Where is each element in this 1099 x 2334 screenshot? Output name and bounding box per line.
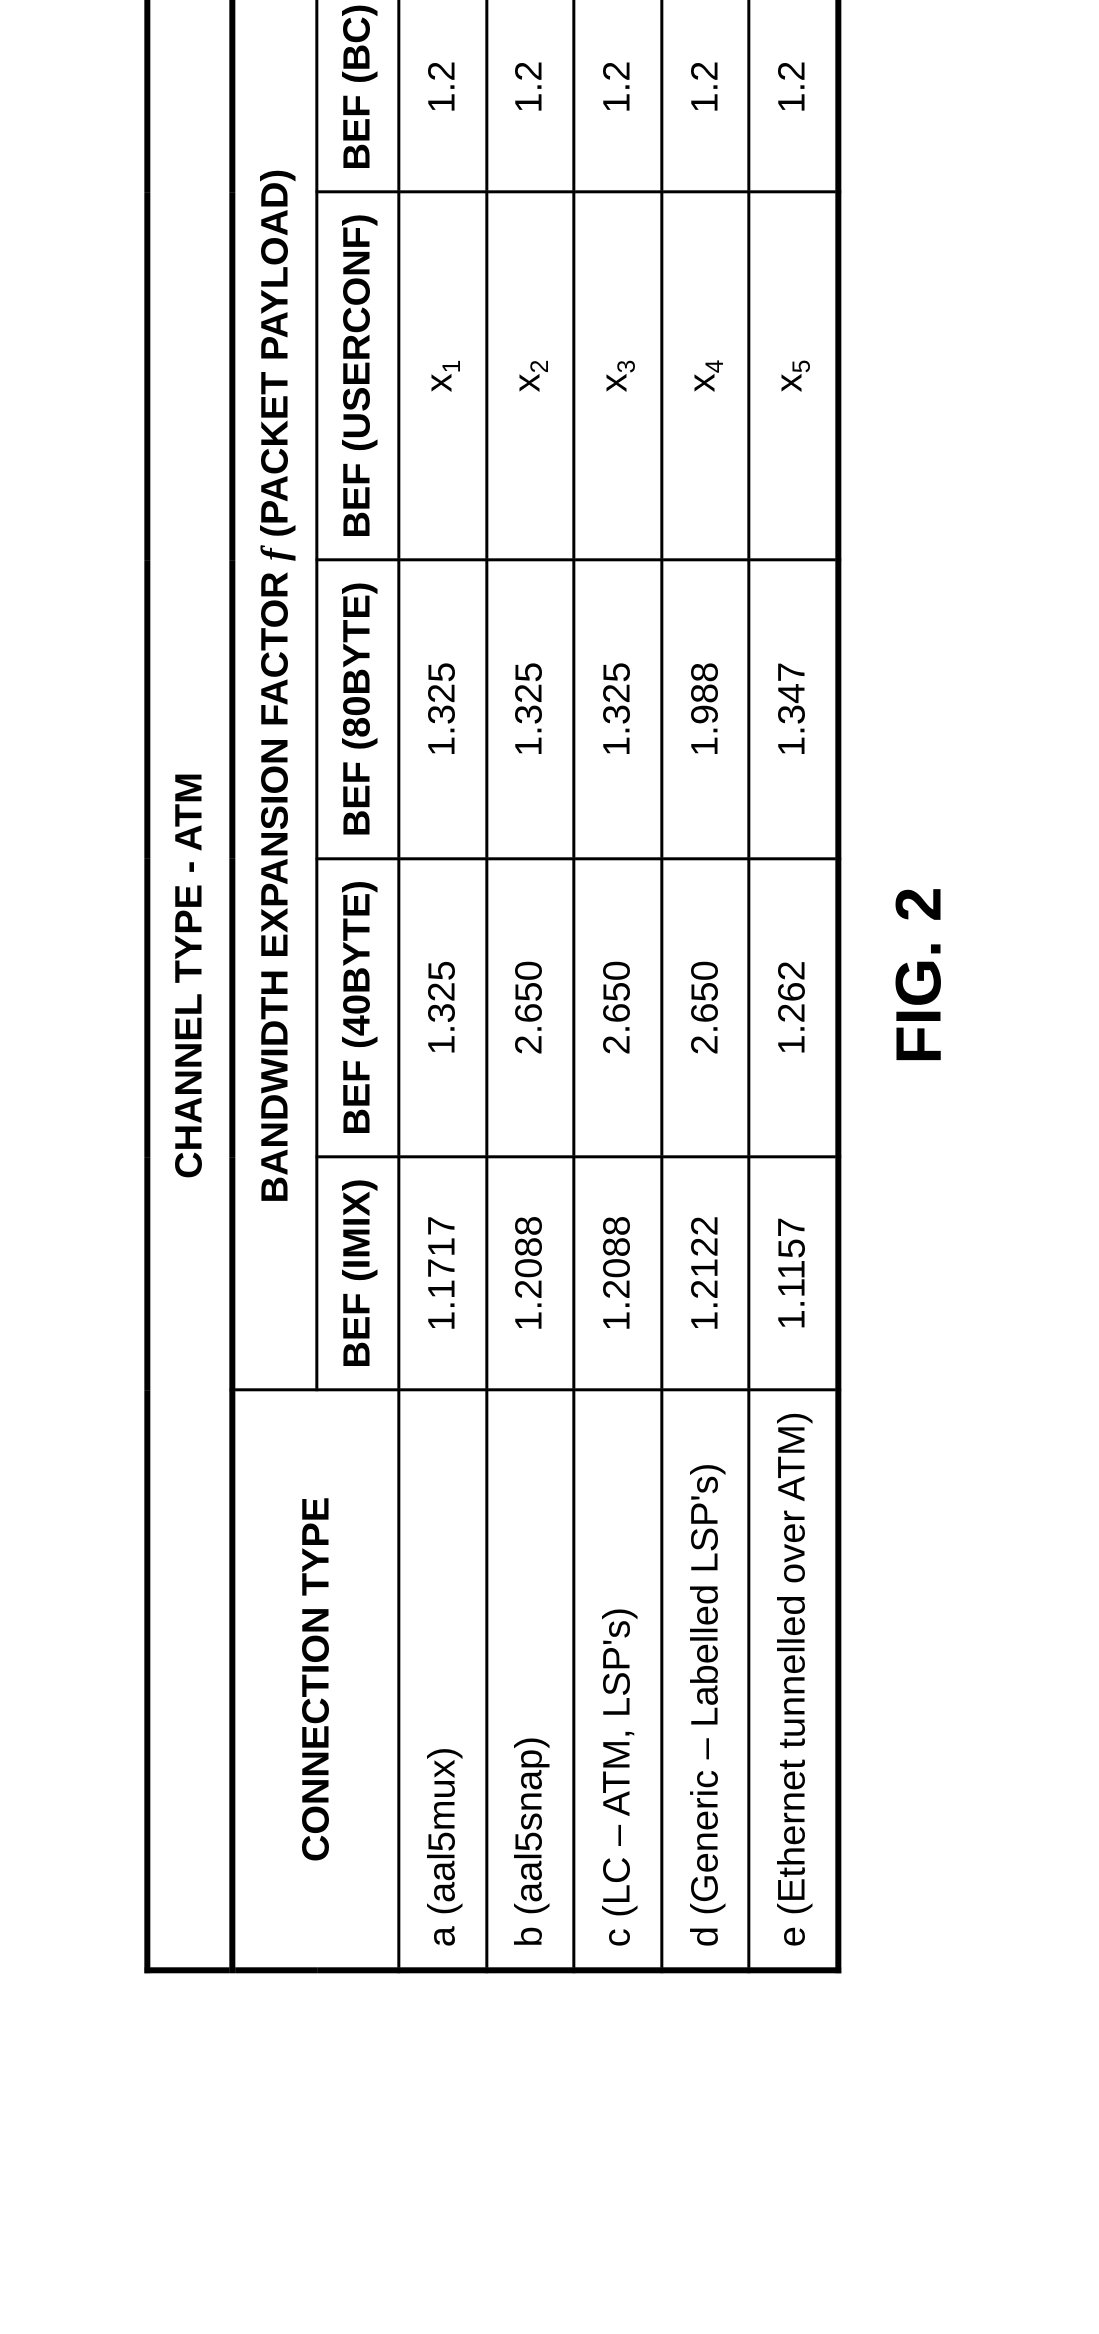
x-sub: 1 [439,360,466,374]
x-sub: 4 [701,360,728,374]
x-sub: 2 [526,360,553,374]
cell-userconf: x2 [486,192,574,560]
x-var: x [768,373,810,392]
cell-userconf: x3 [574,192,662,560]
bef-table: CHANNEL TYPE - ATM CONNECTION TYPE BANDW… [144,0,841,1973]
row-label: e (Ethernet tunnelled over ATM) [749,1390,838,1970]
bef-super-header: BANDWIDTH EXPANSION FACTOR f (PACKET PAY… [232,0,317,1390]
table-title: CHANNEL TYPE - ATM [147,0,232,1970]
row-label: d (Generic – Labelled LSP's) [661,1390,749,1970]
table-row: a (aal5mux) 1.1717 1.325 1.325 x1 1.2 [399,0,487,1970]
bef-header-f: f [254,548,296,561]
cell: 1.1157 [749,1157,838,1390]
cell: 2.650 [661,859,749,1157]
table-row: c (LC – ATM, LSP's) 1.2088 2.650 1.325 x… [574,0,662,1970]
cell: 1.347 [749,560,838,858]
figure-label: FIG. 2 [881,0,955,1973]
cell: 1.325 [399,859,487,1157]
super-header-row: CONNECTION TYPE BANDWIDTH EXPANSION FACT… [232,0,317,1970]
cell: 1.2 [486,0,574,192]
bef-header-suffix: (PACKET PAYLOAD) [254,169,296,548]
col-header: BEF (80BYTE) [317,560,399,858]
x-var: x [593,373,635,392]
cell: 1.988 [661,560,749,858]
table-row: b (aal5snap) 1.2088 2.650 1.325 x2 1.2 [486,0,574,1970]
x-var: x [506,373,548,392]
cell: 1.262 [749,859,838,1157]
col-header: BEF (BC) [317,0,399,192]
cell: 1.2 [661,0,749,192]
table-row: d (Generic – Labelled LSP's) 1.2122 2.65… [661,0,749,1970]
cell: 1.1717 [399,1157,487,1390]
cell: 1.2122 [661,1157,749,1390]
cell: 1.2 [749,0,838,192]
x-sub: 5 [789,360,816,374]
col-header: BEF (USERCONF) [317,192,399,560]
cell: 2.650 [574,859,662,1157]
cell: 1.2 [399,0,487,192]
row-label: c (LC – ATM, LSP's) [574,1390,662,1970]
cell: 1.2088 [486,1157,574,1390]
cell: 1.2088 [574,1157,662,1390]
row-label: a (aal5mux) [399,1390,487,1970]
x-sub: 3 [614,360,641,374]
row-label: b (aal5snap) [486,1390,574,1970]
table-row: e (Ethernet tunnelled over ATM) 1.1157 1… [749,0,838,1970]
cell: 1.2 [574,0,662,192]
table-container: CHANNEL TYPE - ATM CONNECTION TYPE BANDW… [144,0,955,1973]
x-var: x [681,373,723,392]
bef-header-prefix: BANDWIDTH EXPANSION FACTOR [254,561,296,1204]
cell-userconf: x1 [399,192,487,560]
connection-type-header: CONNECTION TYPE [232,1390,399,1970]
x-var: x [418,373,460,392]
cell: 1.325 [486,560,574,858]
title-row: CHANNEL TYPE - ATM [147,0,232,1970]
cell-userconf: x5 [749,192,838,560]
col-header: BEF (IMIX) [317,1157,399,1390]
col-header: BEF (40BYTE) [317,859,399,1157]
cell: 1.325 [399,560,487,858]
cell-userconf: x4 [661,192,749,560]
cell: 1.325 [574,560,662,858]
cell: 2.650 [486,859,574,1157]
